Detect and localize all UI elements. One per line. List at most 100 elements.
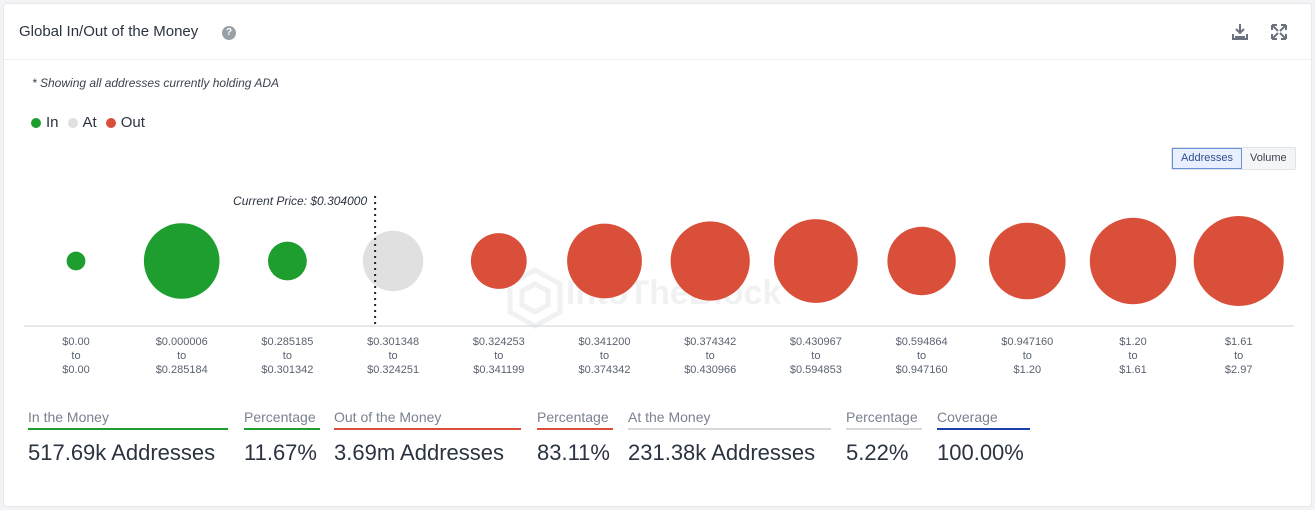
bubble-at[interactable]: [362, 230, 424, 292]
legend-label-out: Out: [120, 114, 145, 131]
legend-item-in[interactable]: In: [31, 114, 59, 131]
stat-underline: [244, 428, 320, 430]
stat-percentage: Percentage 5.22%: [846, 409, 922, 466]
legend-dot-at: [67, 117, 78, 128]
tick-label: $0.947160: [896, 364, 948, 376]
stat-value: 100.00%: [937, 440, 1024, 465]
bubble-out[interactable]: [470, 233, 527, 289]
stat-value: 11.67%: [244, 440, 317, 465]
tick-label: $0.285185: [261, 336, 313, 348]
download-icon[interactable]: [1229, 21, 1251, 43]
watermark-logo: [507, 267, 563, 329]
tick-label: to: [706, 350, 715, 362]
bubbles-group: [66, 216, 1284, 306]
stat-in-the-money: In the Money 517.69k Addresses: [28, 409, 228, 466]
in-out-of-money-card: Global In/Out of the Money ? * Showing a…: [3, 3, 1312, 507]
stat-value: 517.69k Addresses: [28, 440, 216, 465]
tick-label: $0.324253: [473, 336, 525, 348]
stat-underline: [28, 428, 228, 430]
tick-label: $1.61: [1225, 336, 1253, 348]
toggle-addresses-button[interactable]: Addresses: [1172, 148, 1242, 169]
stat-underline: [937, 428, 1030, 430]
bubble-out[interactable]: [567, 223, 642, 299]
tick-label: $0.341200: [579, 336, 631, 348]
tick-label: $0.301348: [367, 336, 419, 348]
card-header: Global In/Out of the Money ?: [4, 4, 1311, 60]
legend-item-at[interactable]: At: [67, 114, 97, 131]
tick-label: $0.00: [62, 336, 90, 348]
metric-toggle: Addresses Volume: [1171, 147, 1296, 170]
expand-icon[interactable]: [1268, 21, 1290, 43]
tick-label: $0.947160: [1001, 336, 1053, 348]
tick-label: $0.00: [62, 364, 90, 376]
stat-percentage: Percentage 83.11%: [537, 409, 613, 466]
bubble-out[interactable]: [989, 222, 1066, 300]
stat-at-the-money: At the Money 231.38k Addresses: [628, 409, 831, 466]
stat-label: At the Money: [628, 409, 711, 425]
tick-label: $0.430967: [790, 336, 842, 348]
tick-label: $1.20: [1014, 364, 1042, 376]
tick-label: to: [71, 350, 80, 362]
stat-label: Out of the Money: [334, 409, 442, 425]
stat-label: In the Money: [28, 409, 109, 425]
stat-value: 3.69m Addresses: [334, 440, 504, 465]
stat-label: Percentage: [244, 409, 316, 425]
stat-label: Percentage: [846, 409, 918, 425]
tick-label: to: [283, 350, 292, 362]
stat-underline: [334, 428, 521, 430]
bubble-in[interactable]: [66, 251, 86, 271]
bubble-out[interactable]: [1089, 217, 1177, 305]
tick-label: to: [389, 350, 398, 362]
stat-label: Percentage: [537, 409, 609, 425]
tick-label: to: [811, 350, 820, 362]
stat-value: 231.38k Addresses: [628, 440, 816, 465]
stat-value: 5.22%: [846, 440, 909, 465]
tick-label: $0.341199: [473, 364, 524, 376]
chart-legend: In At Out: [31, 114, 154, 131]
stat-percentage: Percentage 11.67%: [244, 409, 320, 466]
tick-label: $1.20: [1119, 336, 1147, 348]
tick-label: $0.285184: [156, 364, 208, 376]
stat-coverage: Coverage 100.00%: [937, 409, 1030, 466]
tick-label: $0.374342: [684, 336, 736, 348]
legend-dot-in: [31, 117, 41, 128]
bubble-out[interactable]: [670, 221, 750, 301]
legend-label-at: At: [82, 114, 97, 131]
stat-underline: [537, 428, 613, 430]
legend-label-in: In: [46, 114, 59, 131]
bubble-chart: IntoTheBlock $0.00to$0.00$0.000006to$0.2…: [24, 194, 1294, 376]
tick-label: to: [1128, 350, 1137, 362]
tick-label: $1.61: [1119, 364, 1147, 376]
tick-label: to: [177, 350, 186, 362]
tick-label: $0.594864: [896, 336, 948, 348]
bubble-in[interactable]: [143, 223, 220, 299]
tick-label: to: [1023, 350, 1032, 362]
stat-value: 83.11%: [537, 440, 610, 465]
bubble-out[interactable]: [1193, 216, 1284, 306]
tick-label: $0.301342: [261, 364, 313, 376]
card-title: Global In/Out of the Money: [19, 23, 199, 40]
tick-label: $0.430966: [684, 364, 736, 376]
tick-label: $0.374342: [579, 364, 631, 376]
legend-dot-out: [105, 117, 116, 128]
bubble-in[interactable]: [268, 241, 307, 281]
tick-label: to: [494, 350, 503, 362]
stat-underline: [628, 428, 831, 430]
bubble-out[interactable]: [774, 219, 858, 303]
stat-label: Coverage: [937, 409, 998, 425]
tick-label: $0.324251: [367, 364, 419, 376]
tick-label: to: [1234, 350, 1243, 362]
current-price-label: Current Price: $0.304000: [233, 194, 367, 208]
tick-labels-group: $0.00 to $0.00 $0.000006 to $0.285184 $0.28518…: [62, 336, 1252, 376]
holding-note: * Showing all addresses currently holdin…: [32, 76, 280, 90]
legend-item-out[interactable]: Out: [105, 114, 145, 131]
stat-out-of-the-money: Out of the Money 3.69m Addresses: [334, 409, 521, 466]
bubble-out[interactable]: [887, 226, 956, 296]
tick-label: $0.594853: [790, 364, 842, 376]
question-circle-icon[interactable]: ?: [222, 26, 236, 40]
toggle-volume-button[interactable]: Volume: [1249, 152, 1287, 164]
tick-label: $0.000006: [156, 336, 208, 348]
stat-underline: [846, 428, 922, 430]
tick-label: $2.97: [1225, 364, 1253, 376]
tick-label: to: [600, 350, 609, 362]
